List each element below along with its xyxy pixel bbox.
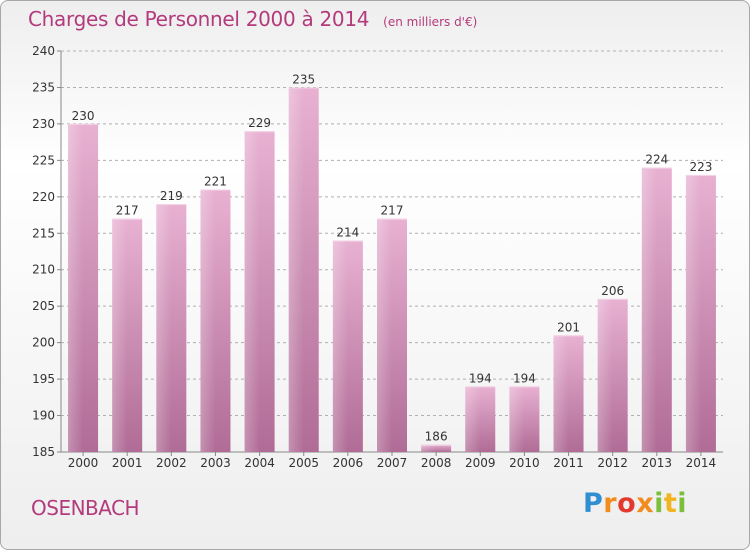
data-label: 206 xyxy=(601,284,624,298)
data-label: 235 xyxy=(292,72,315,86)
data-label: 214 xyxy=(336,226,359,240)
bar-highlight xyxy=(597,298,613,452)
bar-highlight xyxy=(288,87,304,453)
x-tick-label: 2006 xyxy=(333,456,364,470)
x-tick-label: 2009 xyxy=(465,456,496,470)
axes: 185 190 195 200 205 210 215 220 225 230 235 240 2000… xyxy=(32,44,723,470)
y-tick-label: 210 xyxy=(32,263,55,277)
x-tick-label: 2012 xyxy=(597,456,628,470)
proxiti-logo[interactable]: Proxiti xyxy=(583,488,688,519)
commune-name: OSENBACH xyxy=(31,496,140,520)
x-tick-label: 2008 xyxy=(421,456,452,470)
bar-highlight xyxy=(421,444,437,452)
chart-title: Charges de Personnel 2000 à 2014 (en mill… xyxy=(28,7,477,31)
x-tick-label: 2000 xyxy=(68,456,99,470)
bar-highlight xyxy=(112,218,128,452)
y-tick-label: 220 xyxy=(32,190,55,204)
y-tick-label: 240 xyxy=(32,44,55,58)
data-label: 219 xyxy=(160,189,183,203)
bar-highlight xyxy=(68,123,84,452)
bar-highlight xyxy=(465,386,481,452)
data-label: 224 xyxy=(645,153,668,167)
x-tick-label: 2004 xyxy=(244,456,275,470)
y-tick-label: 200 xyxy=(32,336,55,350)
data-label: 230 xyxy=(72,109,95,123)
data-label: 221 xyxy=(204,175,227,189)
bar-highlight xyxy=(244,131,260,452)
x-tick-label: 2005 xyxy=(288,456,319,470)
y-tick-label: 205 xyxy=(32,299,55,313)
bar-highlight xyxy=(332,240,348,452)
x-tick-label: 2007 xyxy=(377,456,408,470)
data-label: 194 xyxy=(513,371,536,385)
y-tick-label: 215 xyxy=(32,226,55,240)
y-tick-label: 235 xyxy=(32,80,55,94)
data-label: 186 xyxy=(425,430,448,444)
data-labels: 230 217 219 221 229 235 214 217 186 194 194 201 206 2… xyxy=(72,72,713,443)
x-tick-label: 2013 xyxy=(642,456,673,470)
y-tick-label: 190 xyxy=(32,409,55,423)
x-tick-label: 2003 xyxy=(200,456,231,470)
x-tick-label: 2002 xyxy=(156,456,187,470)
chart-title-text: Charges de Personnel 2000 à 2014 xyxy=(28,7,370,31)
bar-highlight xyxy=(377,218,392,452)
bar-highlight xyxy=(685,174,701,453)
bar-highlight xyxy=(641,167,657,452)
chart-subtitle: (en milliers d'€) xyxy=(383,15,478,29)
y-tick-label: 195 xyxy=(32,372,55,386)
data-label: 229 xyxy=(248,116,271,130)
y-tick-label: 185 xyxy=(32,445,55,459)
y-tick-label: 225 xyxy=(32,153,55,167)
bars xyxy=(68,87,716,453)
x-tick-label: 2010 xyxy=(509,456,540,470)
bar-highlight xyxy=(200,189,216,452)
data-label: 217 xyxy=(116,204,139,218)
data-label: 194 xyxy=(469,371,492,385)
x-tick-label: 2014 xyxy=(686,456,717,470)
bar-highlight xyxy=(553,335,569,452)
x-tick-label: 2001 xyxy=(112,456,143,470)
bar-highlight xyxy=(156,204,172,452)
x-tick-label: 2011 xyxy=(553,456,584,470)
data-label: 223 xyxy=(689,160,712,174)
data-label: 217 xyxy=(381,204,404,218)
y-tick-label: 230 xyxy=(32,117,55,131)
bar-highlight xyxy=(509,386,525,452)
data-label: 201 xyxy=(557,320,580,334)
